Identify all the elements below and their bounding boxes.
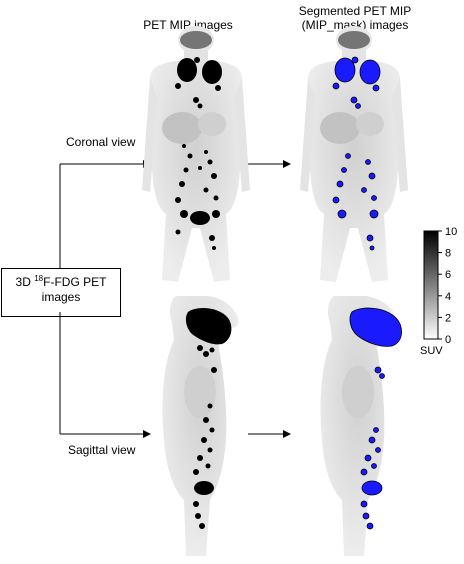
coronal-segmented-lesions: [332, 56, 381, 251]
coronal-view-label: Coronal view: [66, 135, 136, 149]
colorbar-tick-label: 0: [445, 334, 451, 346]
colorbar-unit-label: SUV: [420, 345, 443, 357]
input-box-line2: images: [41, 290, 81, 304]
sagittal-segmented-mip-image: [320, 296, 402, 556]
colorbar-tick-label: 6: [445, 269, 451, 281]
segmented-mip-header: Segmented PET MIP (MIP_mask) images: [290, 4, 420, 32]
coronal-pet-mip-image: [142, 26, 250, 282]
sagittal-view-label: Sagittal view: [68, 443, 136, 457]
coronal-uptake-lesions: [175, 57, 222, 250]
sagittal-uptake-lesions: [185, 308, 232, 529]
input-3d-pet-box: 3D 18F-FDG PET images: [1, 268, 121, 317]
segmented-header-line2: (MIP_mask) images: [301, 18, 409, 32]
input-box-line1: 3D 18F-FDG PET: [15, 274, 107, 289]
colorbar-tick-label: 10: [445, 226, 457, 238]
sagittal-segmented-lesions: [349, 307, 402, 530]
colorbar-tick-label: 4: [445, 291, 451, 303]
colorbar-ticks: 10 8 6 4 2 0: [438, 226, 457, 346]
coronal-seg-body-silhouette: [300, 26, 408, 282]
connector-lines: [59, 160, 291, 438]
mip-images-header: PET MIP images: [143, 18, 233, 32]
sagittal-pet-mip-image: [162, 296, 239, 556]
coronal-body-silhouette: [142, 26, 250, 282]
colorbar-tick-label: 2: [445, 312, 451, 324]
colorbar-tick-label: 8: [445, 248, 451, 260]
suv-colorbar: 10 8 6 4 2 0: [423, 226, 457, 346]
segmented-header-line1: Segmented PET MIP: [298, 4, 412, 18]
sagittal-seg-body-silhouette: [320, 296, 397, 556]
coronal-segmented-mip-image: [300, 26, 408, 282]
